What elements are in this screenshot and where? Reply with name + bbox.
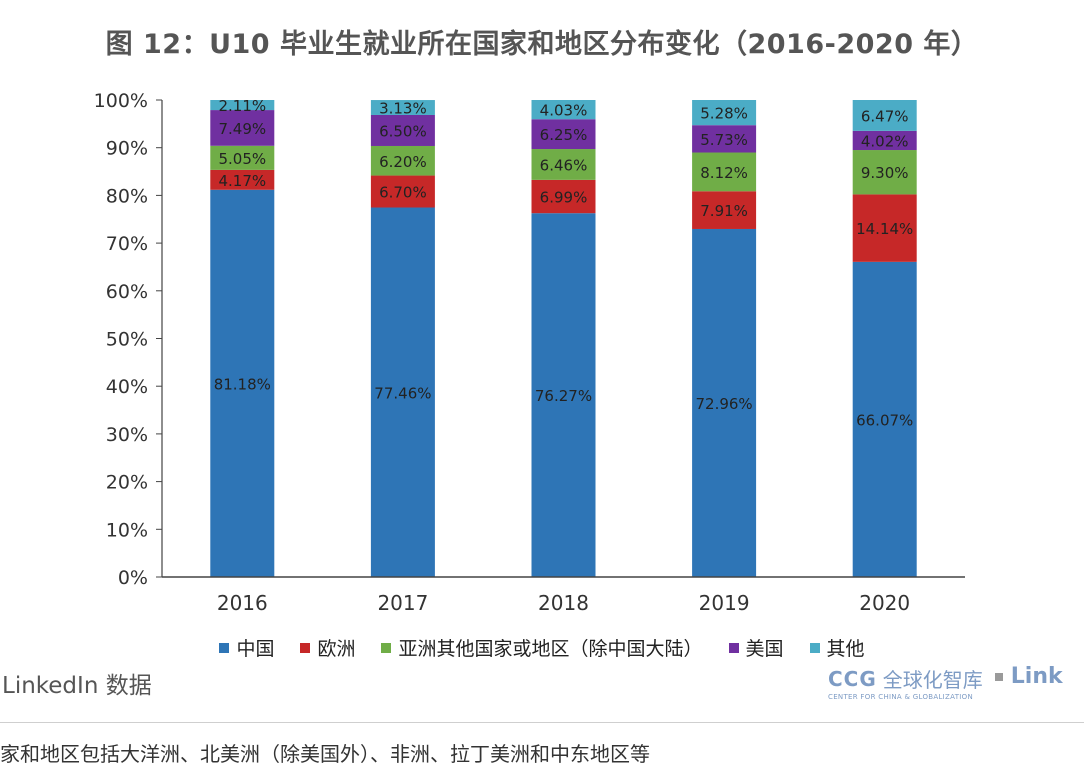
data-label: 5.05% <box>218 150 266 168</box>
bar-segment <box>370 100 435 115</box>
bar-segment <box>370 114 435 146</box>
legend-label: 欧洲 <box>317 638 356 660</box>
bar-segment <box>210 110 275 146</box>
data-label: 6.25% <box>540 126 588 144</box>
bar-segment <box>852 194 917 262</box>
legend-swatch <box>300 642 311 653</box>
data-label: 5.28% <box>700 105 748 123</box>
data-label: 6.46% <box>540 156 588 174</box>
y-tick-label: 20% <box>106 472 148 494</box>
legend-label: 其他 <box>826 638 865 660</box>
y-tick-label: 100% <box>94 90 148 112</box>
data-label: 66.07% <box>856 411 913 429</box>
legend-swatch <box>381 642 392 653</box>
bar-segment <box>210 189 275 577</box>
data-label: 6.70% <box>379 184 427 202</box>
linkedin-logo-text: Link <box>1010 664 1063 689</box>
y-tick-label: 30% <box>106 424 148 446</box>
bar-segment <box>852 261 917 577</box>
y-tick-label: 0% <box>118 567 148 589</box>
data-label: 6.47% <box>861 107 909 125</box>
bar-segment <box>692 152 757 192</box>
legend-swatch <box>219 642 230 653</box>
logo-ccg-text: CCG <box>828 666 877 691</box>
data-label: 6.50% <box>379 122 427 140</box>
y-tick-label: 80% <box>106 185 148 207</box>
data-label: 4.02% <box>861 132 909 150</box>
bar-segment <box>210 145 275 170</box>
bar-segment <box>692 125 757 153</box>
data-label: 72.96% <box>695 395 752 413</box>
logo-cn-name: 全球化智库 <box>882 668 983 692</box>
data-label: 7.91% <box>700 202 748 220</box>
stacked-bar-chart: 0% 10% 20% 30% 40% 50% 60% 70% 80% 90% 100% 81.18% 4… <box>94 90 965 615</box>
bar-segment <box>370 175 435 208</box>
legend-item: 中国 <box>219 634 274 661</box>
legend-label: 亚洲其他国家或地区（除中国大陆） <box>398 638 703 660</box>
data-label: 6.99% <box>540 189 588 207</box>
bar-segment <box>692 100 757 126</box>
bar-segment <box>852 150 917 195</box>
y-tick-label: 60% <box>106 281 148 303</box>
bar-segment <box>210 100 275 111</box>
data-label: 3.13% <box>379 100 427 118</box>
logo-separator-square <box>994 673 1003 681</box>
bar-segment <box>692 228 757 577</box>
y-tick-label: 10% <box>106 519 148 541</box>
legend-label: 中国 <box>236 638 275 660</box>
bar-segment <box>370 145 435 176</box>
x-tick-label: 2017 <box>377 591 428 615</box>
x-tick-label: 2016 <box>217 591 268 615</box>
legend-item: 欧洲 <box>300 634 355 661</box>
bar-segment <box>852 100 917 131</box>
y-tick-label: 50% <box>106 329 148 351</box>
bar-segment <box>531 179 596 214</box>
legend-item: 其他 <box>809 634 865 661</box>
data-label: 5.73% <box>700 131 748 149</box>
bar-segment <box>692 191 757 229</box>
source-text: LinkedIn 数据 <box>2 673 152 699</box>
legend-item: 美国 <box>728 634 784 661</box>
x-tick-label: 2018 <box>538 591 589 615</box>
bar-segment <box>370 207 435 577</box>
data-label: 6.20% <box>379 153 427 171</box>
data-label: 14.14% <box>856 220 913 238</box>
data-label: 8.12% <box>700 164 748 182</box>
legend-label: 美国 <box>745 638 784 660</box>
data-label: 2.11% <box>218 97 266 115</box>
y-tick-label: 70% <box>106 233 148 255</box>
footnote-divider <box>0 722 1084 723</box>
bar-segment <box>852 130 917 151</box>
legend-item: 亚洲其他国家或地区（除中国大陆） <box>381 634 703 661</box>
bar-segment <box>531 119 596 150</box>
data-label: 4.17% <box>218 172 266 190</box>
x-tick-label: 2020 <box>859 591 910 615</box>
legend-swatch <box>728 642 739 653</box>
data-label: 76.27% <box>535 387 592 405</box>
data-label: 4.03% <box>540 102 588 120</box>
data-label: 9.30% <box>861 164 909 182</box>
x-tick-label: 2019 <box>699 591 750 615</box>
bar-segment <box>531 149 596 180</box>
chart-title: 图 12：U10 毕业生就业所在国家和地区分布变化（2016-2020 年） <box>105 29 979 60</box>
bar-segment <box>210 169 275 190</box>
chart-legend: 中国 欧洲 亚洲其他国家或地区（除中国大陆） 美国 其他 <box>0 634 1084 661</box>
y-tick-label: 40% <box>106 376 148 398</box>
legend-swatch <box>809 642 820 653</box>
footnote-text: 家和地区包括大洋洲、北美洲（除美国外）、非洲、拉丁美洲和中东地区等 <box>0 742 650 766</box>
bar-segment <box>531 100 596 120</box>
data-label: 81.18% <box>214 375 271 393</box>
data-label: 77.46% <box>374 384 431 402</box>
logo-en-name: CENTER FOR CHINA & GLOBALIZATION <box>828 693 973 701</box>
y-tick-label: 90% <box>106 138 148 160</box>
data-label: 7.49% <box>218 120 266 138</box>
bar-segment <box>531 213 596 578</box>
ccg-logo: CCG 全球化智库 CENTER FOR CHINA & GLOBALIZATI… <box>828 664 1063 701</box>
